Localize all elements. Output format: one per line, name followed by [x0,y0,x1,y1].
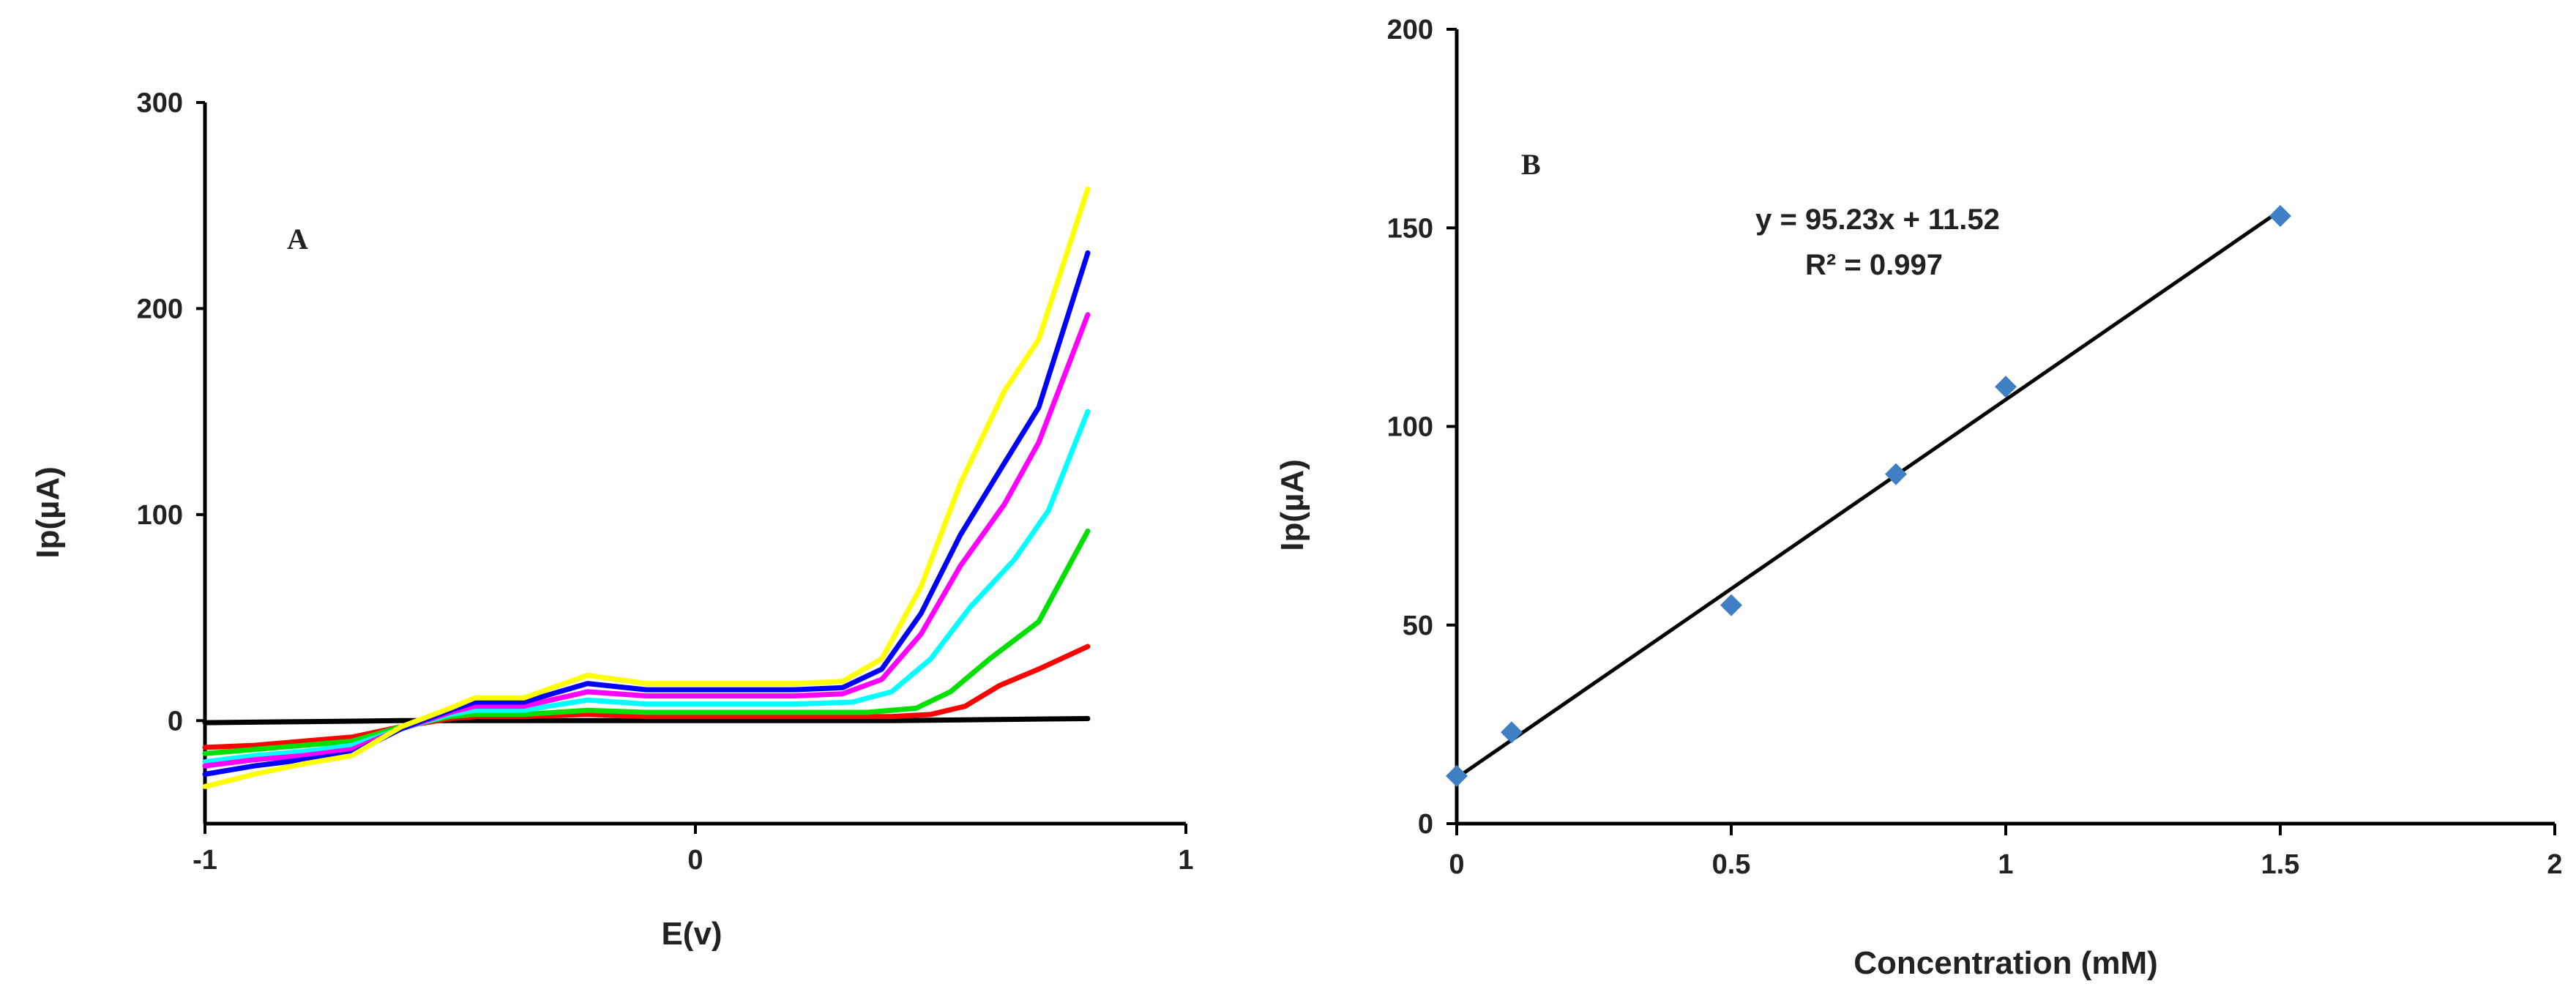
chart-a-panel-label: A [287,223,308,256]
data-point [1720,594,1742,616]
chart-b-x-tick-label: 2 [2547,849,2562,880]
chart-a-y-tick-label: 300 [137,88,183,119]
data-point [1995,376,2017,398]
chart-a-y-label: Ip(µA) [30,466,66,559]
chart-b-y-tick-label: 0 [1418,809,1433,840]
data-point [1501,721,1523,744]
chart-a-y-tick-label: 200 [137,294,183,324]
chart-b-y-tick-label: 200 [1387,15,1433,45]
chart-b-panel-label: B [1521,148,1541,181]
series-line-black [202,716,1091,726]
chart-a-x-tick-label: 1 [1178,845,1193,876]
chart-b-x-tick-label: 0 [1449,849,1464,880]
chart-b-x-tick-label: 0.5 [1712,849,1751,880]
data-point [2269,204,2291,227]
fit-equation: y = 95.23x + 11.52 [1755,204,2000,236]
chart-b-y-label: Ip(µA) [1274,459,1310,551]
chart-b-x-label: Concentration (mM) [1853,945,2158,981]
chart-a-x-label: E(v) [661,916,722,952]
series-line-magenta [202,312,1091,769]
chart-b-x-tick-label: 1 [1998,849,2013,880]
chart-b-y-tick-label: 100 [1387,412,1433,443]
data-point [1446,764,1468,787]
chart-b-y-tick-label: 150 [1387,213,1433,244]
data-point [1885,463,1907,485]
chart-a-y-tick-label: 100 [137,500,183,531]
chart-b-y-tick-label: 50 [1403,611,1433,641]
fit-r-squared: R² = 0.997 [1805,249,1943,281]
chart-a-x-tick-label: -1 [193,845,217,876]
series-line-cyan [202,409,1091,765]
trendline [1455,209,2282,780]
series-line-red [202,644,1091,750]
chart-b: 0 50 100 150 200 0 0.5 1 1.5 2 B y = 95.23x + 11… [1274,15,2563,981]
chart-a-y-tick-label: 0 [168,706,183,737]
series-line-green [202,528,1091,756]
series-line-yellow [202,186,1091,789]
chart-b-x-tick-label: 1.5 [2261,849,2300,880]
chart-a-x-tick-label: 0 [687,845,703,876]
chart-a: 0 100 200 300 -1 0 1 A E(v) Ip(µA) [30,88,1194,952]
